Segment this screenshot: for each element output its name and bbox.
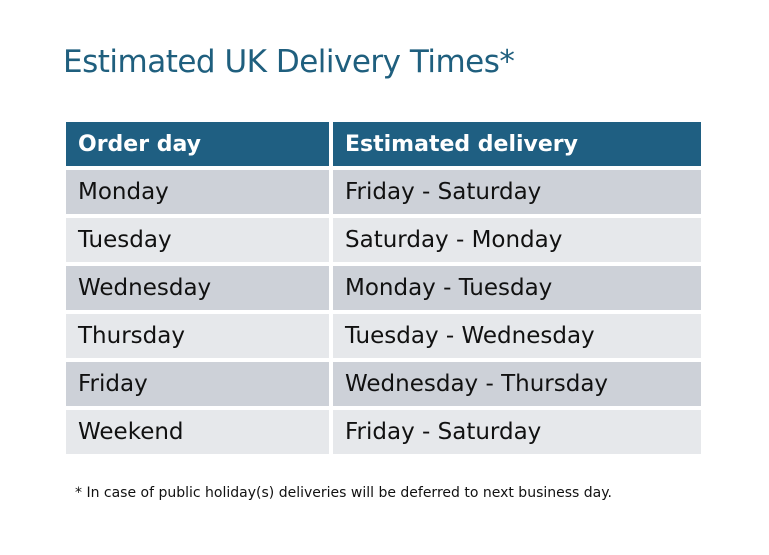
table-row: Tuesday Saturday - Monday <box>66 218 701 262</box>
delivery-cell: Friday - Saturday <box>333 410 701 454</box>
order-day-cell: Wednesday <box>66 266 329 310</box>
table-header-row: Order day Estimated delivery <box>66 122 701 166</box>
order-day-cell: Tuesday <box>66 218 329 262</box>
order-day-cell: Weekend <box>66 410 329 454</box>
order-day-cell: Monday <box>66 170 329 214</box>
order-day-cell: Thursday <box>66 314 329 358</box>
delivery-cell: Friday - Saturday <box>333 170 701 214</box>
table-row: Weekend Friday - Saturday <box>66 410 701 454</box>
delivery-cell: Monday - Tuesday <box>333 266 701 310</box>
order-day-cell: Friday <box>66 362 329 406</box>
column-header-estimated-delivery: Estimated delivery <box>333 122 701 166</box>
table-row: Monday Friday - Saturday <box>66 170 701 214</box>
table-row: Wednesday Monday - Tuesday <box>66 266 701 310</box>
delivery-times-table: Order day Estimated delivery Monday Frida… <box>62 118 705 458</box>
table-row: Friday Wednesday - Thursday <box>66 362 701 406</box>
page-title: Estimated UK Delivery Times* <box>63 44 515 80</box>
delivery-cell: Saturday - Monday <box>333 218 701 262</box>
delivery-cell: Tuesday - Wednesday <box>333 314 701 358</box>
footnote: * In case of public holiday(s) deliverie… <box>75 485 612 501</box>
table-row: Thursday Tuesday - Wednesday <box>66 314 701 358</box>
delivery-cell: Wednesday - Thursday <box>333 362 701 406</box>
column-header-order-day: Order day <box>66 122 329 166</box>
